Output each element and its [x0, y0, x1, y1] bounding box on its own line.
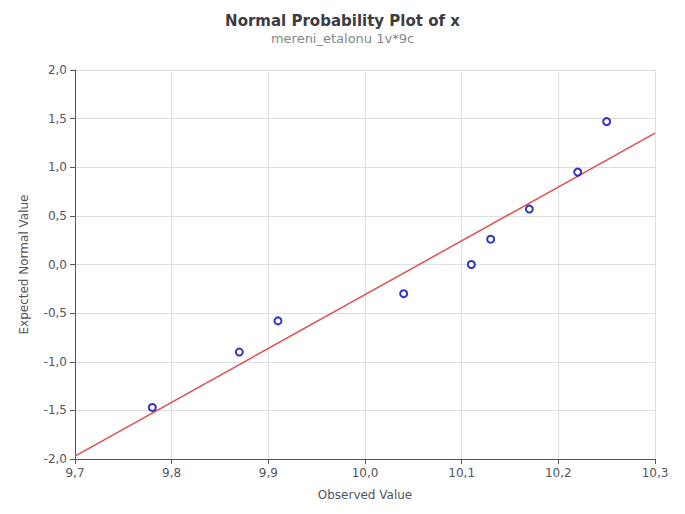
svg-text:10,1: 10,1	[448, 466, 475, 480]
svg-text:1,5: 1,5	[48, 112, 67, 126]
svg-text:-2,0: -2,0	[44, 452, 67, 466]
svg-text:0,5: 0,5	[48, 209, 67, 223]
svg-text:mereni_etalonu 1v*9c: mereni_etalonu 1v*9c	[271, 31, 414, 46]
svg-text:9,8: 9,8	[162, 466, 181, 480]
svg-text:9,9: 9,9	[259, 466, 278, 480]
svg-text:10,2: 10,2	[545, 466, 572, 480]
svg-text:Normal Probability Plot of x: Normal Probability Plot of x	[225, 12, 460, 30]
svg-text:-0,5: -0,5	[44, 306, 67, 320]
svg-text:10,3: 10,3	[642, 466, 669, 480]
svg-text:1,0: 1,0	[48, 160, 67, 174]
svg-text:2,0: 2,0	[48, 63, 67, 77]
svg-text:-1,5: -1,5	[44, 403, 67, 417]
svg-text:9,7: 9,7	[65, 466, 84, 480]
svg-text:-1,0: -1,0	[44, 355, 67, 369]
svg-text:10,0: 10,0	[352, 466, 379, 480]
svg-text:0,0: 0,0	[48, 258, 67, 272]
svg-text:Expected Normal Value: Expected Normal Value	[17, 195, 31, 335]
svg-text:Observed Value: Observed Value	[318, 488, 413, 502]
